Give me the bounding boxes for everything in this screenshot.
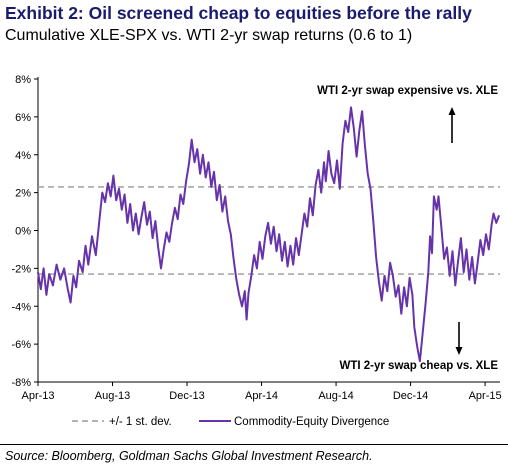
axes: -8% -6% -4% -2% 0% 2% 4% 6% 8% Apr-13 Aug-13 Dec-13… <box>11 74 501 402</box>
legend-label-series: Commodity-Equity Divergence <box>234 416 389 428</box>
annotations: WTI 2-yr swap expensive vs. XLE WTI 2-yr… <box>317 85 498 372</box>
x-tick-label: Dec-13 <box>169 390 204 402</box>
std-dev-bands <box>38 186 500 275</box>
x-tick-label: Aug-14 <box>318 390 353 402</box>
y-tick-label: -8% <box>11 377 31 389</box>
y-tick-label: -6% <box>11 339 31 351</box>
source-note: Source: Bloomberg, Goldman Sachs Global … <box>5 449 373 463</box>
y-tick-label: -2% <box>11 263 31 275</box>
footer-divider <box>0 444 508 445</box>
series-layer <box>37 106 501 363</box>
arrow-down-icon <box>455 322 463 355</box>
annotation-expensive: WTI 2-yr swap expensive vs. XLE <box>317 85 498 97</box>
legend: +/- 1 st. dev. Commodity-Equity Divergen… <box>72 416 389 428</box>
x-tick-label: Apr-13 <box>21 390 54 402</box>
legend-label-band: +/- 1 st. dev. <box>109 416 172 428</box>
series-line-commodity-equity-divergence <box>37 106 501 363</box>
chart-subtitle: Cumulative XLE-SPX vs. WTI 2-yr swap ret… <box>5 27 413 44</box>
annotation-cheap: WTI 2-yr swap cheap vs. XLE <box>340 360 499 372</box>
y-tick-label: 2% <box>15 188 31 200</box>
y-tick-label: 0% <box>15 226 31 238</box>
x-tick-label: Apr-15 <box>469 390 502 402</box>
y-tick-label: -4% <box>11 301 31 313</box>
chart-title: Exhibit 2: Oil screened cheap to equitie… <box>5 3 472 23</box>
y-tick-label: 4% <box>15 150 31 162</box>
y-tick-label: 8% <box>15 74 31 86</box>
x-tick-label: Aug-13 <box>95 390 130 402</box>
arrow-up-icon <box>448 107 456 143</box>
x-tick-label: Dec-14 <box>393 390 428 402</box>
x-tick-label: Apr-14 <box>245 390 278 402</box>
y-tick-label: 6% <box>15 112 31 124</box>
